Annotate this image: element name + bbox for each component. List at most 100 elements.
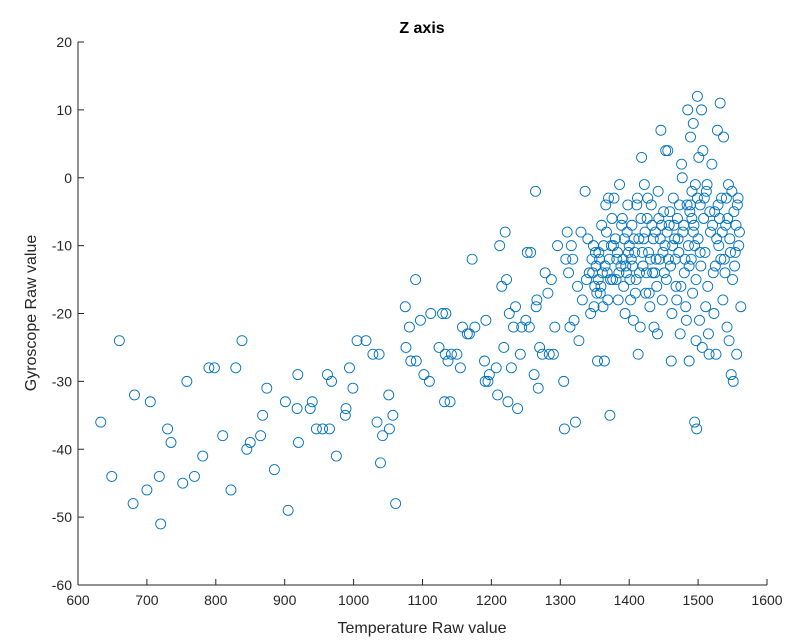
x-tick-label: 600: [66, 592, 90, 608]
data-point: [490, 362, 502, 374]
data-point: [670, 280, 682, 292]
data-point: [687, 226, 699, 238]
data-point: [704, 206, 716, 218]
data-point: [641, 213, 653, 224]
data-point: [508, 321, 519, 333]
data-point: [129, 389, 140, 401]
data-point: [560, 253, 572, 265]
data-point: [696, 341, 708, 353]
data-point: [594, 287, 606, 299]
data-point: [162, 423, 174, 435]
data-point: [668, 219, 680, 231]
data-point: [603, 192, 614, 204]
data-point: [492, 389, 504, 401]
data-point: [611, 253, 623, 265]
data-point: [604, 409, 616, 421]
data-point: [547, 348, 559, 360]
data-point: [383, 389, 395, 401]
data-point: [731, 348, 743, 360]
data-point: [503, 308, 515, 319]
data-point: [683, 260, 695, 272]
data-point: [669, 233, 681, 245]
data-point: [735, 301, 747, 313]
data-point: [681, 199, 693, 211]
data-point: [591, 287, 603, 299]
data-point: [656, 219, 668, 231]
data-point: [330, 450, 342, 462]
data-point: [282, 504, 294, 516]
data-point: [665, 355, 677, 367]
data-point: [153, 470, 165, 482]
data-point: [106, 470, 118, 482]
data-point: [141, 484, 153, 496]
data-point: [716, 226, 728, 238]
data-point: [539, 267, 551, 279]
data-point: [629, 246, 641, 258]
data-point: [660, 145, 672, 157]
data-point: [699, 246, 711, 258]
data-point: [390, 498, 402, 509]
data-point: [712, 199, 724, 211]
data-point: [613, 267, 625, 279]
data-point: [715, 253, 727, 265]
data-point: [602, 294, 614, 306]
data-point: [714, 213, 725, 224]
data-point: [689, 240, 701, 252]
data-point: [598, 355, 610, 367]
data-point: [635, 213, 647, 224]
data-point: [648, 321, 660, 333]
y-tick-label: 20: [56, 34, 72, 50]
data-point: [728, 206, 740, 218]
data-point: [696, 104, 707, 116]
data-point: [516, 321, 528, 333]
data-point: [347, 382, 359, 394]
data-point: [573, 335, 585, 347]
data-point: [241, 443, 253, 455]
data-point: [625, 253, 637, 265]
data-point: [626, 219, 638, 231]
data-point: [615, 260, 627, 272]
data-point: [718, 253, 730, 265]
data-point: [155, 518, 167, 530]
data-point: [664, 206, 676, 218]
data-point: [279, 396, 291, 408]
data-point: [565, 240, 577, 252]
y-tick-label: -60: [52, 577, 72, 593]
data-point: [469, 321, 481, 333]
data-point: [638, 179, 650, 190]
x-axis-label: Temperature Raw value: [338, 620, 507, 637]
data-point: [466, 253, 478, 265]
data-point: [687, 287, 699, 299]
data-point: [268, 464, 280, 476]
data-point: [656, 294, 668, 306]
data-point: [387, 409, 399, 421]
data-point: [496, 280, 508, 292]
data-point: [483, 369, 495, 381]
data-point: [530, 185, 541, 197]
data-point: [678, 219, 690, 231]
data-point: [633, 233, 645, 245]
data-point: [418, 369, 430, 381]
data-point: [662, 145, 674, 157]
data-point: [629, 287, 641, 299]
data-point: [707, 267, 719, 279]
data-point: [439, 396, 450, 408]
data-point: [652, 185, 664, 197]
data-point: [601, 267, 613, 279]
data-point: [482, 375, 494, 387]
data-point: [711, 124, 723, 136]
chart-title: Z axis: [399, 20, 444, 37]
data-point: [614, 179, 625, 190]
data-point: [582, 233, 594, 245]
data-point: [324, 423, 335, 435]
x-tick-label: 1000: [338, 592, 369, 608]
data-point: [650, 253, 662, 265]
data-point: [596, 219, 608, 231]
data-point: [684, 206, 696, 218]
data-point: [304, 403, 316, 414]
data-point: [634, 321, 646, 333]
data-point: [666, 308, 678, 319]
data-point: [542, 287, 554, 299]
data-point: [675, 280, 687, 292]
data-point: [586, 253, 598, 265]
